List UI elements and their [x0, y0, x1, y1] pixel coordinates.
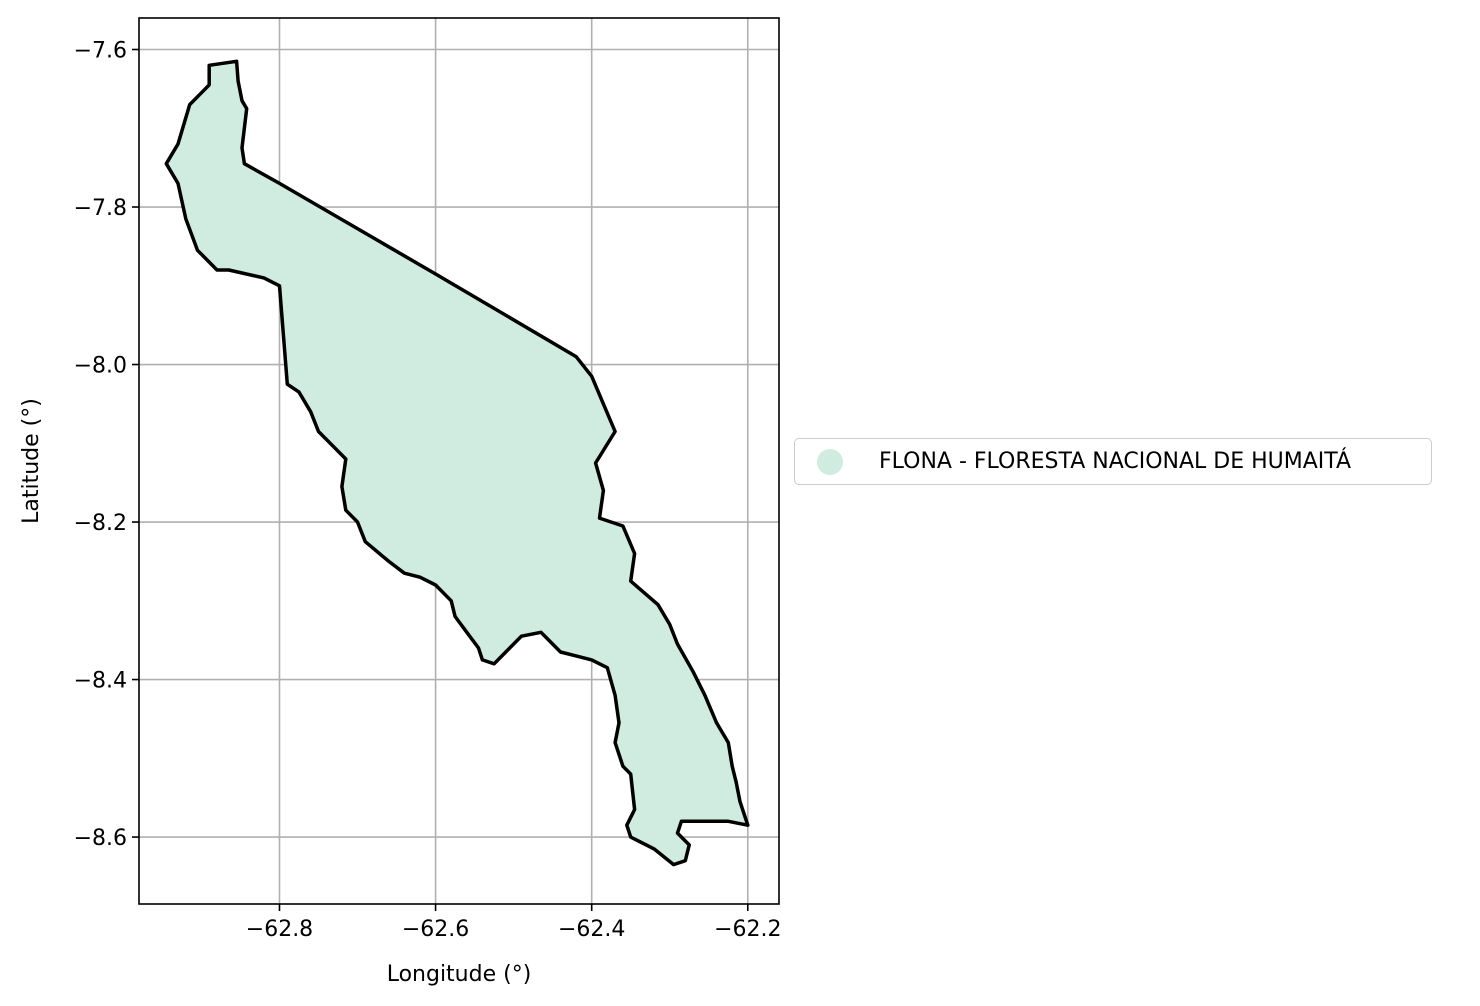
y-tick-label: −8.0: [74, 354, 127, 379]
x-tick-label: −62.4: [558, 917, 625, 942]
y-tick-label: −7.8: [74, 196, 127, 221]
region-fill: [166, 61, 748, 865]
region-outline: [164, 59, 750, 867]
y-axis-label: Latitude (°): [19, 398, 44, 524]
x-tick-label: −62.2: [714, 917, 781, 942]
y-tick-label: −8.6: [74, 826, 127, 851]
legend-marker: [817, 448, 843, 475]
legend-label: FLONA - FLORESTA NACIONAL DE HUMAITÁ: [879, 449, 1352, 474]
y-tick-label: −8.4: [74, 669, 127, 694]
y-tick-label: −7.6: [74, 39, 127, 64]
x-tick-label: −62.8: [246, 917, 313, 942]
x-tick-label: −62.6: [402, 917, 469, 942]
x-axis-label: Longitude (°): [387, 962, 532, 987]
legend: FLONA - FLORESTA NACIONAL DE HUMAITÁ: [794, 438, 1432, 485]
y-tick-label: −8.2: [74, 511, 127, 536]
axes-frame: [138, 17, 780, 905]
axis-ticks: −62.8 −62.6 −62.4 −62.2 −7.6 −7.8 −8.0 −8.2 −8.4…: [74, 39, 782, 942]
